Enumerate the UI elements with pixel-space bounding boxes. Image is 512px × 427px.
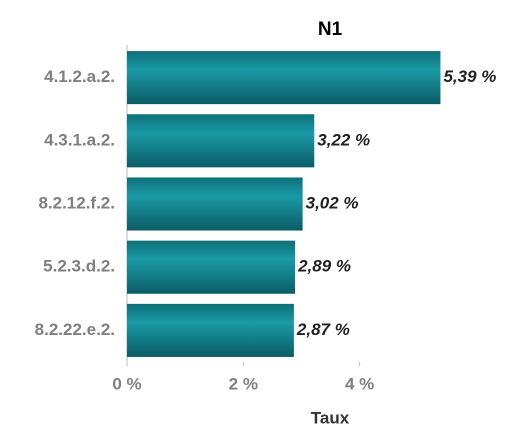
- x-tick-label: 4 %: [345, 374, 374, 393]
- bar: [127, 303, 294, 357]
- y-tick-label: 8.2.12.f.2.: [38, 193, 115, 212]
- y-tick-label: 4.3.1.a.2.: [44, 130, 115, 149]
- bar: [127, 114, 315, 168]
- x-tick-label: 2 %: [229, 374, 258, 393]
- bar: [127, 51, 441, 105]
- x-axis-title: Taux: [311, 408, 350, 427]
- y-tick-label: 8.2.22.e.2.: [35, 320, 115, 339]
- x-tick-label: 0 %: [112, 374, 141, 393]
- y-tick-label: 5.2.3.d.2.: [43, 257, 115, 276]
- bar: [127, 240, 296, 294]
- bar: [127, 177, 303, 231]
- value-label: 2,87 %: [296, 320, 350, 339]
- value-label: 2,89 %: [297, 257, 351, 276]
- value-label: 3,22 %: [317, 130, 370, 149]
- value-label: 5,39 %: [443, 67, 496, 86]
- chart-title: N1: [318, 19, 343, 40]
- value-label: 3,02 %: [306, 193, 359, 212]
- y-tick-label: 4.1.2.a.2.: [44, 67, 115, 86]
